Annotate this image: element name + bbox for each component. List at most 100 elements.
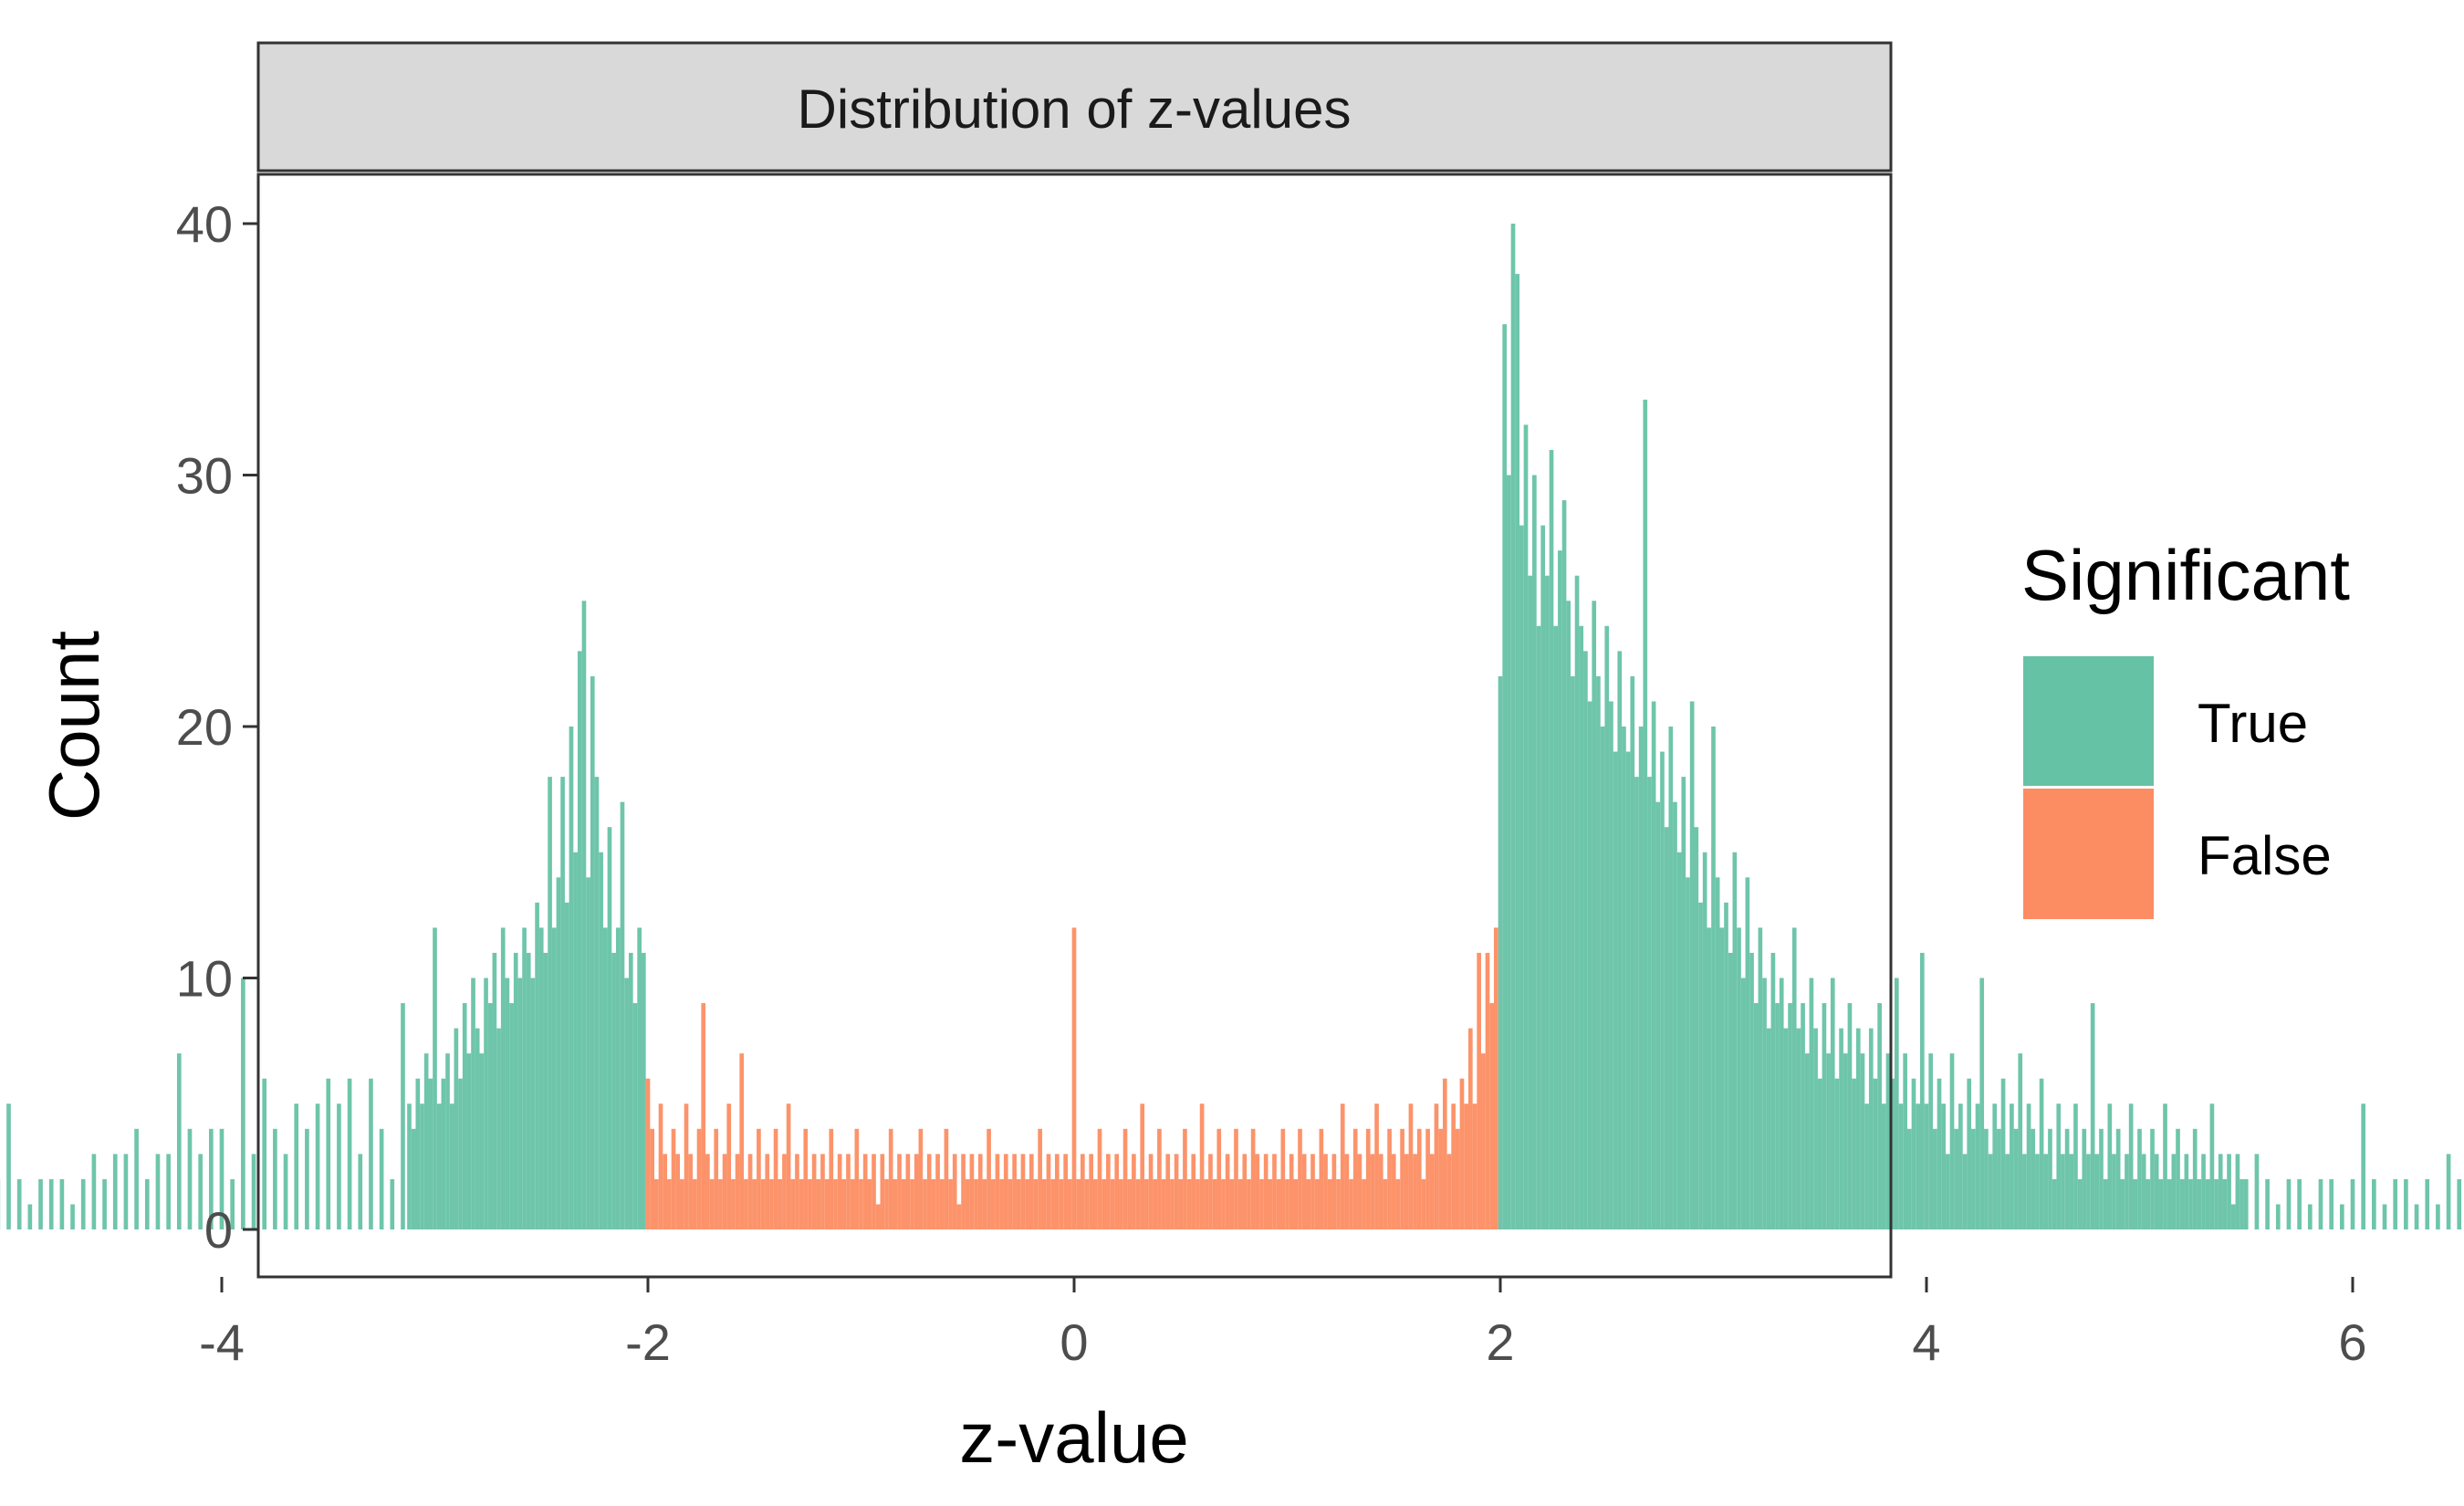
bar-false-186 [1438,1128,1443,1229]
bar-true-279 [2125,1154,2129,1229]
bar-false-195 [1477,952,1481,1229]
facet-strip-title: Distribution of z-values [798,78,1352,140]
bar-true-199 [1783,1028,1789,1229]
bar-true-86 [449,1103,454,1229]
bar-true-259 [2039,1078,2044,1229]
bar-true-122 [602,927,608,1229]
bar-false-84 [1003,1154,1008,1229]
bar-true-266 [2069,1154,2074,1229]
bar-false-77 [974,1178,978,1229]
bar-true-194 [1762,978,1767,1229]
bar-false-92 [1038,1128,1042,1229]
bar-true-276 [2112,1154,2116,1229]
bar-false-120 [1157,1128,1162,1229]
bar-false-164 [1344,1154,1350,1229]
bar-true-154 [1592,601,1597,1229]
bar-true-314 [2318,1178,2323,1229]
bar-false-97 [1059,1178,1064,1229]
bar-false-130 [1199,1103,1205,1229]
bar-false-55 [880,1154,885,1229]
bar-true-301 [2218,1154,2223,1229]
bar-true-271 [2090,1003,2095,1229]
bar-true-247 [1988,1154,1993,1229]
bar-false-147 [1272,1154,1277,1229]
bar-true-130 [637,927,642,1229]
bar-true-70 [347,1078,352,1229]
bar-true-321 [2393,1178,2398,1229]
bar-true-281 [2133,1178,2138,1229]
bar-true-111 [556,877,561,1229]
bar-true-255 [2022,1154,2027,1229]
bar-false-157 [1314,1178,1320,1229]
bar-false-115 [1135,1178,1141,1229]
bar-false-27 [760,1178,766,1229]
bar-false-109 [1110,1178,1115,1229]
bar-false-34 [790,1178,796,1229]
bar-false-6 [671,1128,676,1229]
bar-false-178 [1404,1154,1409,1229]
bar-true-95 [487,1003,493,1229]
bar-false-51 [862,1154,868,1229]
bar-true-114 [569,727,574,1229]
bar-true-170 [1660,751,1665,1229]
bar-false-119 [1153,1178,1158,1229]
bar-true-45 [80,1178,86,1229]
bar-true-243 [1971,1128,1976,1229]
bar-true-132 [1498,675,1503,1229]
bar-false-189 [1451,1103,1456,1229]
bar-true-327 [2457,1178,2462,1229]
bar-false-188 [1446,1154,1452,1229]
bar-false-184 [1429,1154,1435,1229]
bar-true-38 [6,1103,11,1229]
bar-true-50 [134,1128,139,1229]
bar-false-135 [1221,1178,1226,1229]
bar-true-315 [2329,1178,2333,1229]
bar-true-196 [1770,952,1776,1229]
bar-false-155 [1306,1178,1311,1229]
bar-true-49 [123,1154,129,1229]
bar-true-310 [2275,1204,2281,1229]
bar-true-278 [2120,1178,2125,1229]
bar-true-118 [586,877,590,1229]
bar-true-56 [198,1154,203,1229]
bar-true-176 [1686,877,1690,1229]
bar-true-131 [641,952,646,1229]
bar-true-121 [599,852,603,1229]
bar-true-88 [458,1078,463,1229]
bar-true-52 [155,1154,161,1229]
bar-false-57 [888,1128,893,1229]
bar-true-238 [1949,1053,1955,1229]
bar-true-178 [1694,827,1699,1229]
bar-false-69 [939,1178,945,1229]
bar-true-235 [1937,1078,1942,1229]
bar-true-239 [1954,1128,1959,1229]
bar-false-67 [931,1178,936,1229]
bar-true-283 [2141,1154,2146,1229]
bar-true-248 [1992,1103,1998,1229]
bar-true-162 [1625,751,1631,1229]
bar-true-40 [27,1204,33,1229]
y-tick-label: 40 [176,195,233,253]
bar-true-117 [581,601,587,1229]
bar-true-77 [411,1128,416,1229]
bar-false-142 [1250,1128,1256,1229]
bar-true-212 [1839,1028,1843,1229]
bar-false-116 [1140,1103,1145,1229]
bar-true-322 [2404,1178,2408,1229]
bar-true-44 [70,1204,75,1229]
bar-true-300 [2214,1178,2219,1229]
bar-true-224 [1890,1078,1895,1229]
bar-true-228 [1906,1128,1912,1229]
bar-true-129 [632,1003,638,1229]
bar-true-64 [283,1154,288,1229]
bar-true-308 [2254,1154,2260,1229]
bar-true-85 [445,1053,450,1229]
bar-false-136 [1225,1154,1230,1229]
bar-true-269 [2082,1128,2087,1229]
bar-true-62 [262,1078,267,1229]
bar-true-126 [620,801,625,1229]
bar-false-53 [872,1154,876,1229]
bar-true-151 [1579,625,1584,1229]
bar-true-65 [294,1103,299,1229]
